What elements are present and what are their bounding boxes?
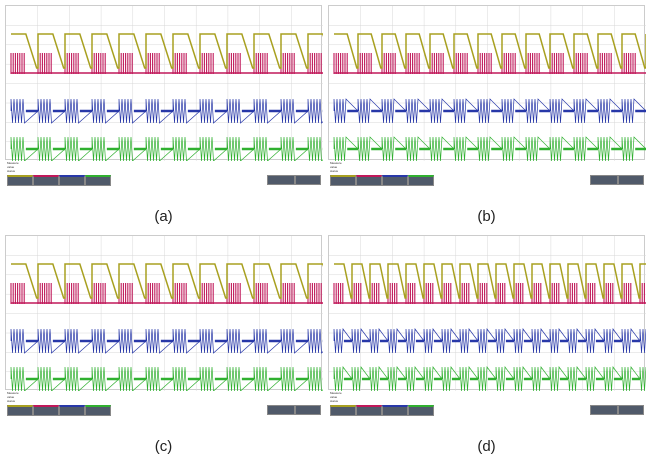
channel-chip[interactable] — [408, 175, 434, 186]
channel-chip[interactable] — [85, 175, 111, 186]
channel-chip[interactable] — [330, 175, 356, 186]
measure-label: Measure — [330, 161, 342, 165]
trigger-chip[interactable] — [295, 175, 321, 185]
oscilloscope-panel: Measure value status (b) — [328, 5, 646, 225]
measure-label: Measure — [330, 391, 342, 395]
ch4-trace — [10, 366, 323, 391]
timebase-chip[interactable] — [590, 175, 618, 185]
measure-label: value — [330, 165, 338, 169]
measure-label: value — [330, 395, 338, 399]
measure-label: status — [7, 169, 16, 173]
measurement-bar: Measure value status — [328, 391, 645, 425]
channel-chip[interactable] — [33, 405, 59, 416]
measurement-bar: Measure value status — [5, 391, 322, 425]
oscilloscope-panel: Measure value status (a) — [5, 5, 323, 225]
waveform-display — [328, 235, 646, 391]
oscilloscope-panel: Measure value status (d) — [328, 235, 646, 455]
channel-chip[interactable] — [382, 175, 408, 186]
waveform-display — [328, 5, 646, 161]
channel-chip[interactable] — [7, 175, 33, 186]
trigger-chip[interactable] — [618, 405, 644, 415]
measure-label: Measure — [7, 391, 19, 395]
measure-label: status — [7, 399, 16, 403]
timebase-chip[interactable] — [267, 405, 295, 415]
measurement-bar: Measure value status — [328, 161, 645, 195]
panel-caption: (b) — [477, 208, 496, 225]
measurement-bar: Measure value status — [5, 161, 322, 195]
timebase-chip[interactable] — [267, 175, 295, 185]
timebase-chip[interactable] — [590, 405, 618, 415]
trigger-chip[interactable] — [618, 175, 644, 185]
ch3-trace — [333, 328, 646, 354]
ch4-trace — [333, 136, 646, 161]
channel-chip[interactable] — [356, 175, 382, 186]
waveform-display — [5, 5, 323, 161]
panel-caption: (a) — [154, 208, 173, 225]
channel-chip[interactable] — [382, 405, 408, 416]
channel-chip[interactable] — [7, 405, 33, 416]
measure-label: Measure — [7, 161, 19, 165]
panel-caption: (d) — [477, 438, 496, 455]
channel-chip[interactable] — [33, 175, 59, 186]
measure-label: status — [330, 169, 339, 173]
ch1-trace — [11, 263, 323, 299]
trigger-chip[interactable] — [295, 405, 321, 415]
ch1-trace — [334, 263, 646, 299]
ch1-trace — [334, 33, 646, 69]
ch3-trace — [333, 98, 646, 124]
ch1-trace — [11, 33, 323, 69]
channel-chip[interactable] — [356, 405, 382, 416]
channel-chip[interactable] — [59, 175, 85, 186]
channel-chip[interactable] — [59, 405, 85, 416]
ch3-trace — [10, 328, 323, 354]
channel-chip[interactable] — [408, 405, 434, 416]
waveform-display — [5, 235, 323, 391]
measure-label: value — [7, 395, 15, 399]
ch3-trace — [10, 98, 323, 124]
channel-chip[interactable] — [330, 405, 356, 416]
oscilloscope-panel: Measure value status (c) — [5, 235, 323, 455]
channel-chip[interactable] — [85, 405, 111, 416]
ch4-trace — [10, 136, 323, 161]
panel-caption: (c) — [154, 438, 173, 455]
measure-label: status — [330, 399, 339, 403]
measure-label: value — [7, 165, 15, 169]
